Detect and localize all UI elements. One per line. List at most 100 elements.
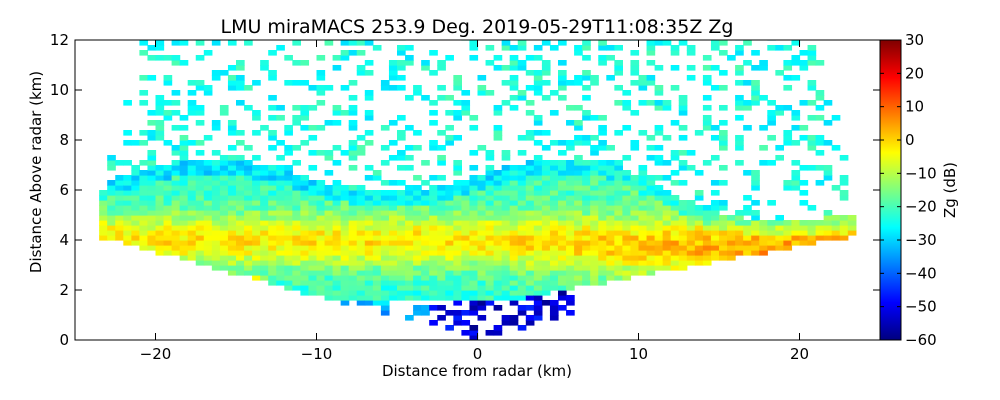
- heatmap-cell: [380, 200, 390, 206]
- heatmap-cell: [485, 45, 495, 51]
- heatmap-cell: [541, 235, 551, 241]
- heatmap-cell: [574, 265, 583, 271]
- heatmap-cell: [356, 205, 366, 211]
- heatmap-cell: [582, 265, 591, 271]
- heatmap-cell: [751, 175, 760, 181]
- heatmap-cell: [582, 190, 591, 196]
- heatmap-cell: [380, 80, 390, 86]
- heatmap-cell: [590, 245, 599, 251]
- heatmap-cell: [493, 330, 503, 336]
- heatmap-cell: [525, 180, 535, 186]
- heatmap-cell: [316, 75, 326, 81]
- heatmap-cell: [147, 55, 157, 61]
- heatmap-cell: [525, 190, 535, 196]
- heatmap-cell: [445, 210, 454, 216]
- heatmap-cell: [493, 245, 503, 251]
- heatmap-cell: [155, 125, 165, 131]
- heatmap-cell: [155, 55, 165, 61]
- heatmap-cell: [469, 240, 479, 246]
- heatmap-cell: [453, 275, 462, 281]
- heatmap-cell: [380, 225, 390, 231]
- heatmap-cell: [316, 250, 326, 256]
- heatmap-cell: [445, 140, 454, 146]
- heatmap-cell: [179, 40, 189, 46]
- heatmap-cell: [179, 170, 189, 176]
- heatmap-cell: [767, 160, 776, 166]
- heatmap-cell: [364, 255, 374, 261]
- heatmap-cell: [533, 160, 543, 166]
- heatmap-cell: [284, 260, 293, 266]
- heatmap-cell: [332, 240, 342, 246]
- heatmap-cell: [469, 175, 479, 181]
- heatmap-cell: [364, 110, 374, 116]
- heatmap-cell: [622, 155, 632, 161]
- heatmap-cell: [598, 160, 607, 166]
- heatmap-cell: [622, 195, 632, 201]
- heatmap-cell: [533, 265, 543, 271]
- heatmap-cell: [630, 205, 640, 211]
- heatmap-cell: [268, 240, 277, 246]
- heatmap-cell: [791, 40, 801, 46]
- heatmap-cell: [437, 65, 446, 71]
- heatmap-cell: [654, 230, 664, 236]
- heatmap-cell: [574, 210, 583, 216]
- heatmap-cell: [364, 40, 374, 46]
- heatmap-cell: [477, 200, 487, 206]
- heatmap-cell: [517, 190, 527, 196]
- heatmap-cell: [686, 220, 696, 226]
- heatmap-cell: [268, 225, 277, 231]
- heatmap-cell: [236, 75, 245, 81]
- heatmap-cell: [558, 270, 567, 276]
- heatmap-cell: [710, 205, 720, 211]
- heatmap-cell: [236, 200, 245, 206]
- heatmap-cell: [501, 165, 511, 171]
- heatmap-cell: [525, 230, 535, 236]
- colorbar-tick-label: 30: [905, 31, 924, 49]
- heatmap-cell: [292, 270, 301, 276]
- heatmap-cell: [195, 235, 205, 241]
- heatmap-cell: [751, 180, 760, 186]
- heatmap-cell: [292, 265, 301, 271]
- heatmap-cell: [775, 215, 784, 221]
- heatmap-cell: [582, 230, 591, 236]
- heatmap-cell: [131, 225, 140, 231]
- heatmap-cell: [421, 160, 430, 166]
- heatmap-cell: [308, 180, 318, 186]
- heatmap-cell: [211, 150, 221, 156]
- heatmap-cell: [606, 145, 615, 151]
- heatmap-cell: [356, 65, 366, 71]
- heatmap-cell: [509, 195, 519, 201]
- heatmap-cell: [316, 280, 326, 286]
- heatmap-cell: [477, 205, 487, 211]
- heatmap-cell: [203, 240, 213, 246]
- heatmap-cell: [751, 100, 760, 106]
- heatmap-cell: [646, 60, 656, 66]
- heatmap-cell: [332, 250, 342, 256]
- heatmap-cell: [541, 200, 551, 206]
- heatmap-cell: [163, 170, 173, 176]
- heatmap-cell: [815, 150, 825, 156]
- heatmap-cell: [413, 220, 422, 226]
- heatmap-cell: [678, 95, 688, 101]
- heatmap-cell: [171, 145, 181, 151]
- heatmap-cell: [171, 245, 181, 251]
- heatmap-cell: [284, 165, 293, 171]
- heatmap-cell: [686, 50, 696, 56]
- heatmap-cell: [268, 260, 277, 266]
- heatmap-cell: [227, 180, 237, 186]
- heatmap-cell: [574, 280, 583, 286]
- heatmap-cell: [219, 180, 229, 186]
- heatmap-cell: [630, 200, 640, 206]
- heatmap-cell: [461, 230, 471, 236]
- heatmap-cell: [155, 120, 165, 126]
- heatmap-cell: [823, 100, 833, 106]
- heatmap-cell: [300, 230, 310, 236]
- heatmap-cell: [807, 100, 817, 106]
- heatmap-cell: [316, 125, 326, 131]
- heatmap-cell: [348, 210, 358, 216]
- heatmap-cell: [815, 135, 825, 141]
- heatmap-cell: [437, 220, 446, 226]
- heatmap-cell: [799, 125, 809, 131]
- heatmap-cell: [670, 210, 680, 216]
- heatmap-cell: [356, 135, 366, 141]
